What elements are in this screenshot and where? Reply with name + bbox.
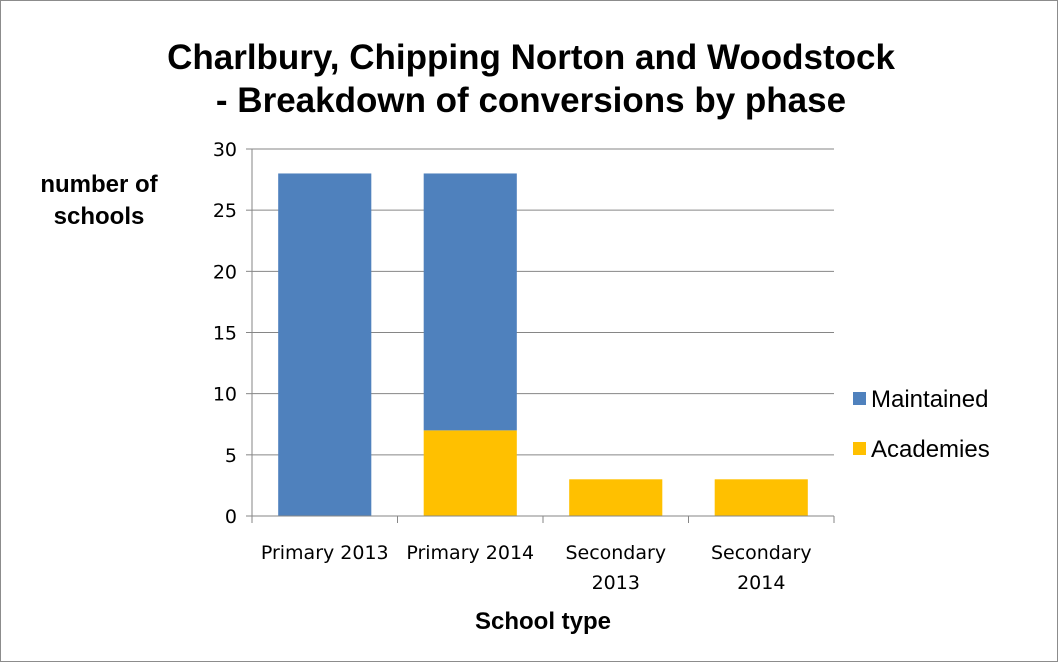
y-tick-label-25: 25 (213, 200, 237, 222)
bar-academies-secondary-2014 (714, 479, 808, 516)
legend-swatch-academies (853, 442, 866, 455)
x-tick-label-primary-2013: Primary 2013 (261, 542, 389, 564)
x-tick-labels: Primary 2013 Primary 2014 Secondary 2013 Sec… (261, 542, 812, 594)
bars (278, 173, 808, 516)
legend-label-maintained: Maintained (871, 386, 988, 413)
y-tick-label-15: 15 (213, 323, 237, 345)
axes (246, 148, 835, 523)
y-tick-label-0: 0 (225, 506, 237, 528)
x-tick-label-secondary-2014: Secondary 2014 (711, 542, 812, 594)
chart-title-line-1: Charlbury, Chipping Norton and Woodstock (167, 38, 895, 77)
y-tick-label-5: 5 (225, 445, 237, 467)
y-tick-label-10: 10 (213, 384, 237, 406)
y-tick-label-30: 30 (213, 139, 237, 161)
x-tick-label-primary-2014: Primary 2014 (406, 542, 534, 564)
bar-academies-primary-2014 (423, 430, 517, 516)
bar-maintained-primary-2013 (278, 173, 372, 516)
legend-label-academies: Academies (871, 436, 990, 463)
x-tick-label-secondary-2013: Secondary 2013 (565, 542, 666, 594)
bar-maintained-primary-2014 (423, 173, 517, 431)
chart-title-line-2: - Breakdown of conversions by phase (216, 81, 846, 120)
y-tick-label-20: 20 (213, 261, 237, 283)
legend-swatch-maintained (853, 392, 866, 405)
x-axis-label: School type (475, 608, 611, 635)
y-axis-label-line-1: number of (40, 171, 158, 198)
y-tick-labels: 0 5 10 15 20 25 30 (213, 139, 237, 528)
y-axis-label-line-2: schools (54, 203, 145, 230)
bar-academies-secondary-2013 (569, 479, 663, 516)
legend: Maintained Academies (853, 386, 990, 463)
